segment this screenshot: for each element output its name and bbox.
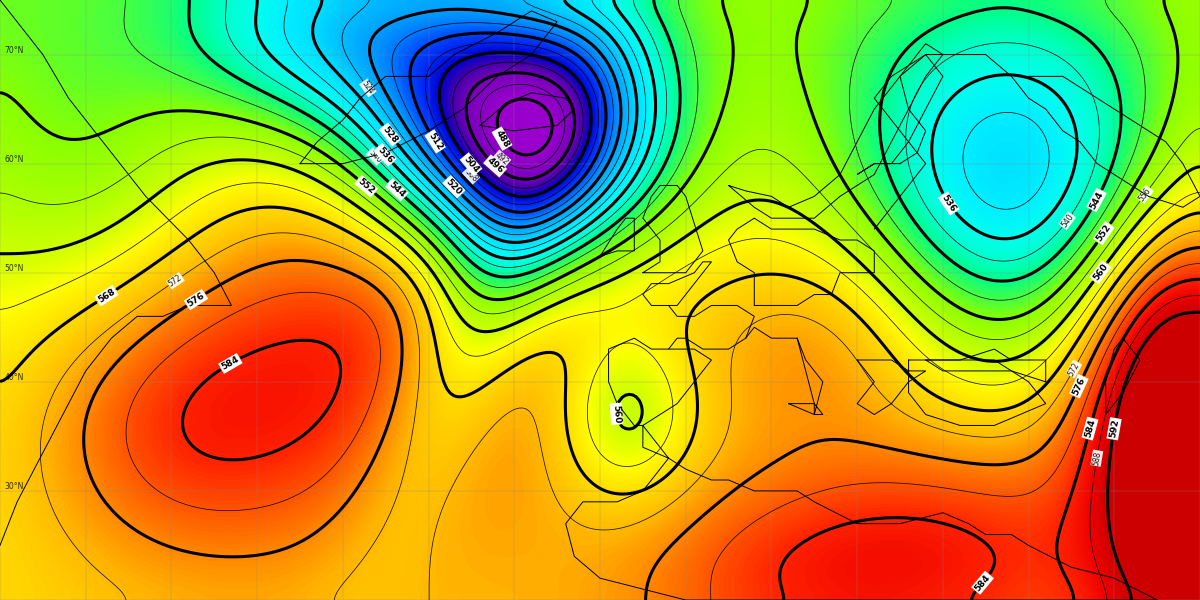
Text: 584: 584 bbox=[973, 572, 992, 593]
Text: 508: 508 bbox=[463, 167, 479, 184]
Text: 492: 492 bbox=[493, 151, 510, 167]
Text: 504: 504 bbox=[462, 154, 480, 175]
Text: 572: 572 bbox=[167, 273, 184, 289]
Text: 524: 524 bbox=[360, 79, 376, 97]
Text: 70°N: 70°N bbox=[5, 46, 24, 55]
Text: 568: 568 bbox=[96, 287, 116, 305]
Text: 576: 576 bbox=[186, 291, 206, 308]
Text: 40°N: 40°N bbox=[5, 373, 24, 382]
Text: 540: 540 bbox=[1060, 212, 1075, 229]
Text: 576: 576 bbox=[1070, 376, 1087, 397]
Text: 588: 588 bbox=[1091, 451, 1103, 466]
Text: 536: 536 bbox=[376, 145, 395, 165]
Text: 30°N: 30°N bbox=[5, 482, 24, 491]
Text: 560: 560 bbox=[1091, 262, 1110, 283]
Text: 556: 556 bbox=[1138, 186, 1153, 203]
Text: 512: 512 bbox=[426, 131, 444, 152]
Text: 584: 584 bbox=[1084, 418, 1097, 439]
Text: 544: 544 bbox=[386, 180, 407, 199]
Text: 536: 536 bbox=[940, 193, 958, 214]
Text: 540: 540 bbox=[366, 148, 383, 165]
Text: 50°N: 50°N bbox=[5, 264, 24, 273]
Text: 528: 528 bbox=[380, 124, 400, 145]
Text: 552: 552 bbox=[356, 177, 377, 196]
Text: 488: 488 bbox=[493, 128, 511, 149]
Text: 572: 572 bbox=[1067, 361, 1081, 377]
Text: 584: 584 bbox=[220, 355, 241, 372]
Text: 496: 496 bbox=[485, 156, 505, 176]
Text: 560: 560 bbox=[611, 404, 622, 424]
Text: 552: 552 bbox=[1094, 223, 1112, 244]
Text: 60°N: 60°N bbox=[5, 155, 24, 164]
Text: 520: 520 bbox=[444, 177, 463, 197]
Text: 544: 544 bbox=[1088, 190, 1105, 211]
Text: 592: 592 bbox=[1108, 419, 1120, 439]
